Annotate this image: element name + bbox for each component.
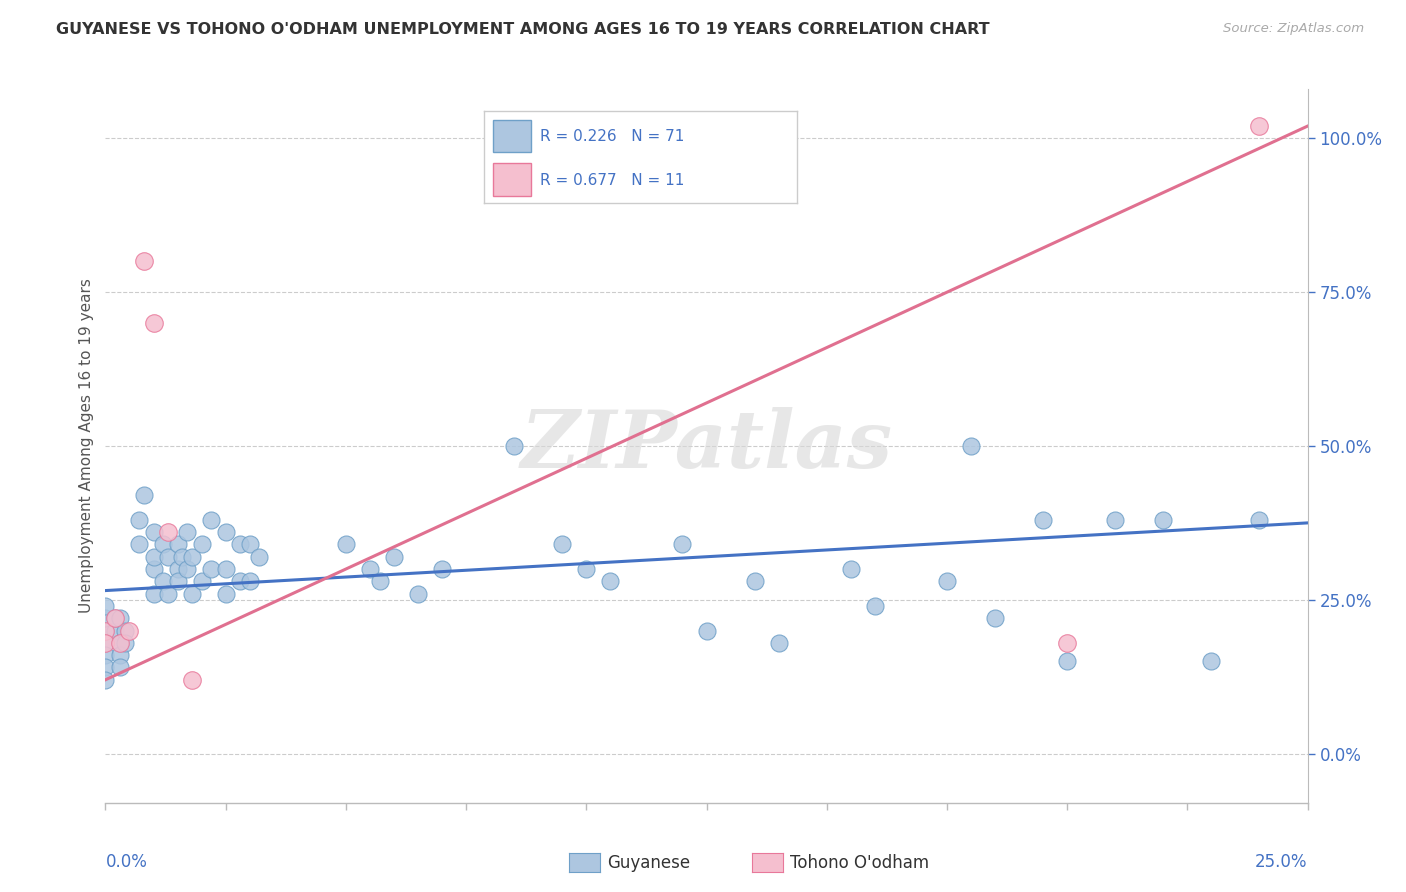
Point (108, 611, 131, 625)
Point (1056, 636, 1078, 650)
Point (181, 549, 204, 564)
Point (863, 599, 886, 613)
Point (551, 537, 574, 551)
Point (406, 587, 429, 601)
Point (176, 562, 198, 576)
Point (94, 636, 117, 650)
Point (132, 488, 155, 502)
Point (108, 636, 131, 650)
Point (104, 611, 127, 625)
Text: R = 0.677   N = 11: R = 0.677 N = 11 (540, 173, 685, 187)
Point (503, 439, 526, 453)
Point (430, 562, 453, 576)
Point (768, 636, 790, 650)
Point (118, 624, 141, 638)
Point (744, 574, 766, 589)
Point (335, 537, 357, 551)
Point (960, 439, 983, 453)
Text: Tohono O'odham: Tohono O'odham (790, 854, 929, 871)
Point (142, 316, 165, 330)
Point (104, 624, 127, 638)
Text: Guyanese: Guyanese (607, 854, 690, 871)
Point (156, 587, 179, 601)
Point (214, 587, 236, 601)
Point (1056, 654, 1078, 668)
Text: 25.0%: 25.0% (1256, 853, 1308, 871)
Point (984, 611, 1007, 625)
Point (214, 562, 236, 576)
Point (94, 624, 117, 638)
Point (166, 574, 188, 589)
Point (1249, 513, 1271, 527)
Point (142, 549, 165, 564)
Point (229, 537, 252, 551)
Text: GUYANESE VS TOHONO O'ODHAM UNEMPLOYMENT AMONG AGES 16 TO 19 YEARS CORRELATION CH: GUYANESE VS TOHONO O'ODHAM UNEMPLOYMENT … (56, 22, 990, 37)
Point (108, 660, 131, 674)
Point (575, 562, 598, 576)
Point (696, 624, 718, 638)
Point (172, 549, 194, 564)
Point (142, 525, 165, 540)
Point (368, 574, 391, 589)
Point (839, 562, 862, 576)
Point (142, 587, 165, 601)
Point (229, 574, 252, 589)
Point (190, 537, 212, 551)
Point (599, 574, 621, 589)
Point (94, 611, 117, 625)
Y-axis label: Unemployment Among Ages 16 to 19 years: Unemployment Among Ages 16 to 19 years (79, 278, 94, 614)
Point (1152, 513, 1174, 527)
Point (181, 673, 204, 687)
Point (94, 636, 117, 650)
Point (94, 660, 117, 674)
Text: Source: ZipAtlas.com: Source: ZipAtlas.com (1223, 22, 1364, 36)
Point (132, 254, 155, 268)
Point (1032, 513, 1054, 527)
Point (239, 537, 262, 551)
Text: 0.0%: 0.0% (105, 853, 148, 871)
Point (166, 562, 188, 576)
Point (359, 562, 381, 576)
Point (200, 513, 222, 527)
Point (152, 574, 174, 589)
Point (671, 537, 693, 551)
Point (239, 574, 262, 589)
Point (114, 636, 136, 650)
Point (166, 537, 188, 551)
Point (142, 562, 165, 576)
Point (114, 624, 136, 638)
Point (382, 549, 405, 564)
Point (156, 525, 179, 540)
Point (156, 549, 179, 564)
Point (108, 636, 131, 650)
Point (200, 562, 222, 576)
Point (190, 574, 212, 589)
Point (1249, 119, 1271, 133)
Point (936, 574, 959, 589)
Point (94, 648, 117, 662)
Point (1201, 654, 1223, 668)
Bar (494, 120, 531, 153)
Point (1104, 513, 1126, 527)
Point (247, 549, 270, 564)
Point (128, 537, 150, 551)
Point (176, 525, 198, 540)
Point (214, 525, 236, 540)
Point (128, 513, 150, 527)
Point (94, 624, 117, 638)
Point (108, 648, 131, 662)
Point (94, 673, 117, 687)
Text: ZIPatlas: ZIPatlas (520, 408, 893, 484)
Point (152, 537, 174, 551)
Point (94, 599, 117, 613)
Point (181, 587, 204, 601)
Text: R = 0.226   N = 71: R = 0.226 N = 71 (540, 129, 685, 145)
Point (104, 611, 127, 625)
Bar (494, 163, 531, 196)
